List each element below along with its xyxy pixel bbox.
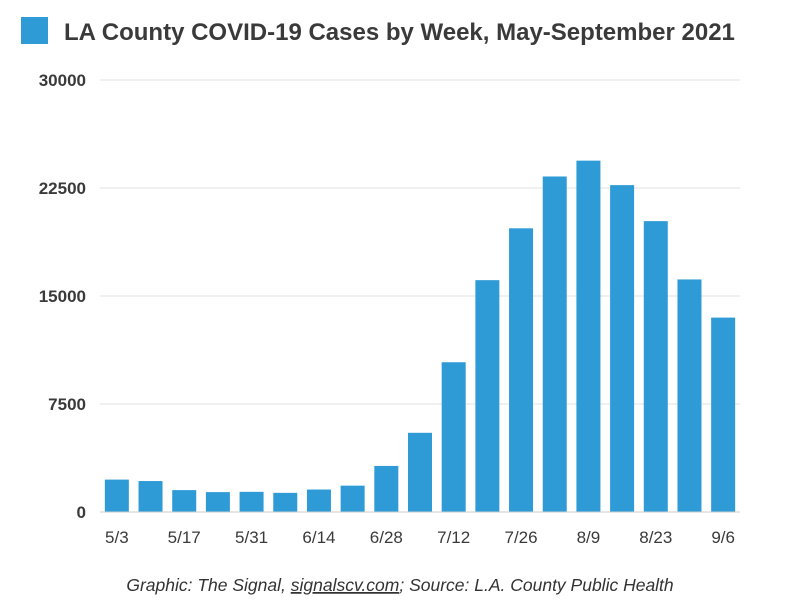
bar [542,176,567,513]
bar [475,280,500,512]
bar [643,221,668,512]
chart-title: LA County COVID-19 Cases by Week, May-Se… [64,19,735,46]
y-tick-label: 7500 [48,395,86,414]
bar [509,228,534,512]
bar [306,489,331,512]
x-tick-label: 8/23 [639,528,672,547]
bar [172,490,197,512]
x-tick-label: 6/28 [370,528,403,547]
x-tick-label: 5/17 [168,528,201,547]
bar [205,492,230,512]
x-tick-label: 7/26 [505,528,538,547]
x-tick-label: 6/14 [302,528,335,547]
bar [576,160,601,512]
footer-credit: Graphic: The Signal, signalscv.com; Sour… [126,575,673,595]
bar [138,481,163,512]
x-tick-label: 8/9 [577,528,601,547]
bar [104,479,129,512]
y-tick-label: 0 [77,503,86,522]
x-axis: 5/3 5/17 5/31 6/14 6/28 7/12 7/26 8/9 8/23 9/6 [105,528,735,547]
y-tick-label: 30000 [39,71,86,90]
footer-suffix: ; Source: L.A. County Public Health [399,575,673,595]
bar [408,432,432,512]
y-tick-label: 15000 [39,287,86,306]
bar [340,485,365,512]
bar [610,185,635,512]
x-tick-label: 5/31 [235,528,268,547]
x-tick-label: 9/6 [711,528,735,547]
bar [441,362,466,512]
bar [374,465,399,512]
bar [711,317,736,512]
footer-link[interactable]: signalscv.com [291,575,400,595]
footer-prefix: Graphic: The Signal, [126,575,290,595]
bars [104,160,736,513]
bar [677,279,702,512]
x-tick-label: 5/3 [105,528,129,547]
bar [239,491,264,512]
x-tick-label: 7/12 [437,528,470,547]
y-tick-label: 22500 [39,179,86,198]
bar [273,492,298,512]
y-axis: 0 7500 15000 22500 30000 [39,71,86,522]
legend-swatch [21,17,48,44]
